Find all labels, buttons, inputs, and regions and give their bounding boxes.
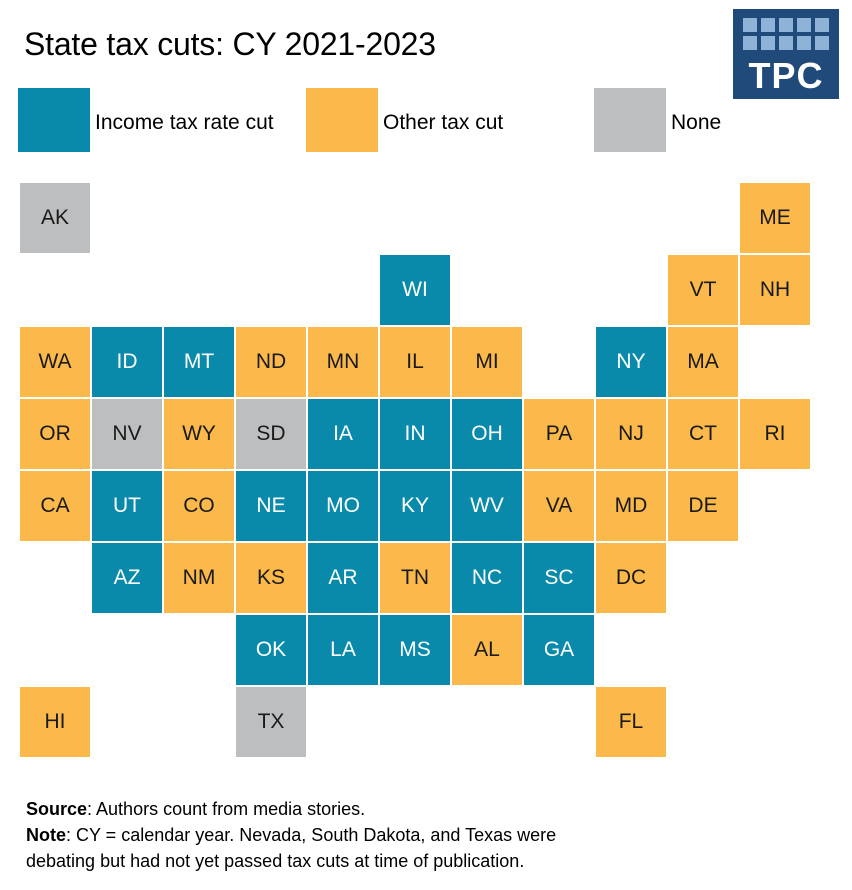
- legend-swatch-income: [18, 88, 90, 152]
- state-tile-dc: DC: [596, 543, 666, 613]
- logo-square: [815, 18, 829, 32]
- source-label: Source: [26, 799, 88, 819]
- state-tile-nv: NV: [92, 399, 162, 469]
- state-tile-wy: WY: [164, 399, 234, 469]
- state-tile-nd: ND: [236, 327, 306, 397]
- state-tile-ky: KY: [380, 471, 450, 541]
- state-tile-il: IL: [380, 327, 450, 397]
- state-tile-mt: MT: [164, 327, 234, 397]
- state-tile-ok: OK: [236, 615, 306, 685]
- state-tile-de: DE: [668, 471, 738, 541]
- state-tile-ms: MS: [380, 615, 450, 685]
- legend-swatch-other: [306, 88, 378, 152]
- tpc-logo-text: TPC: [748, 55, 824, 96]
- logo-square: [761, 36, 775, 50]
- state-tile-ak: AK: [20, 183, 90, 253]
- note-line: Note: CY = calendar year. Nevada, South …: [26, 822, 556, 848]
- state-tile-nm: NM: [164, 543, 234, 613]
- note-label: Note: [26, 825, 66, 845]
- state-tile-wi: WI: [380, 255, 450, 325]
- state-tile-sc: SC: [524, 543, 594, 613]
- state-tile-nh: NH: [740, 255, 810, 325]
- legend-swatch-none: [594, 88, 666, 152]
- state-tile-nc: NC: [452, 543, 522, 613]
- state-tile-ia: IA: [308, 399, 378, 469]
- logo-square: [743, 18, 757, 32]
- state-tile-vt: VT: [668, 255, 738, 325]
- state-tile-or: OR: [20, 399, 90, 469]
- state-tile-fl: FL: [596, 687, 666, 757]
- state-tile-oh: OH: [452, 399, 522, 469]
- state-tile-in: IN: [380, 399, 450, 469]
- state-tile-ar: AR: [308, 543, 378, 613]
- state-tile-la: LA: [308, 615, 378, 685]
- legend-label-other: Other tax cut: [383, 111, 504, 134]
- logo-square: [797, 18, 811, 32]
- state-tile-va: VA: [524, 471, 594, 541]
- legend-label-none: None: [671, 111, 722, 134]
- state-tile-ct: CT: [668, 399, 738, 469]
- logo-square: [779, 36, 793, 50]
- state-tile-wa: WA: [20, 327, 90, 397]
- notes: Source: Authors count from media stories…: [26, 796, 556, 874]
- map-title: State tax cuts: CY 2021-2023: [24, 26, 436, 62]
- state-tile-ne: NE: [236, 471, 306, 541]
- state-tile-md: MD: [596, 471, 666, 541]
- logo-square: [743, 36, 757, 50]
- state-tile-az: AZ: [92, 543, 162, 613]
- state-tile-co: CO: [164, 471, 234, 541]
- state-tile-hi: HI: [20, 687, 90, 757]
- state-tile-pa: PA: [524, 399, 594, 469]
- state-tile-al: AL: [452, 615, 522, 685]
- state-tile-mn: MN: [308, 327, 378, 397]
- source-line: Source: Authors count from media stories…: [26, 796, 556, 822]
- state-tile-mi: MI: [452, 327, 522, 397]
- state-tile-nj: NJ: [596, 399, 666, 469]
- legend-label-income: Income tax rate cut: [95, 111, 274, 134]
- state-tile-ca: CA: [20, 471, 90, 541]
- logo-square: [797, 36, 811, 50]
- state-tile-id: ID: [92, 327, 162, 397]
- source-text: : Authors count from media stories.: [87, 799, 366, 819]
- state-tile-ut: UT: [92, 471, 162, 541]
- note-line-2: debating but had not yet passed tax cuts…: [26, 851, 525, 871]
- state-tile-tx: TX: [236, 687, 306, 757]
- state-tile-ny: NY: [596, 327, 666, 397]
- note-text-1: : CY = calendar year. Nevada, South Dako…: [66, 825, 557, 845]
- logo-square: [815, 36, 829, 50]
- state-tile-ma: MA: [668, 327, 738, 397]
- logo-square: [761, 18, 775, 32]
- tpc-logo: TPC: [733, 9, 839, 99]
- state-tile-wv: WV: [452, 471, 522, 541]
- logo-square: [779, 18, 793, 32]
- state-tile-me: ME: [740, 183, 810, 253]
- state-tile-tn: TN: [380, 543, 450, 613]
- state-tile-ga: GA: [524, 615, 594, 685]
- state-tile-sd: SD: [236, 399, 306, 469]
- state-tile-mo: MO: [308, 471, 378, 541]
- state-tile-ks: KS: [236, 543, 306, 613]
- state-tile-ri: RI: [740, 399, 810, 469]
